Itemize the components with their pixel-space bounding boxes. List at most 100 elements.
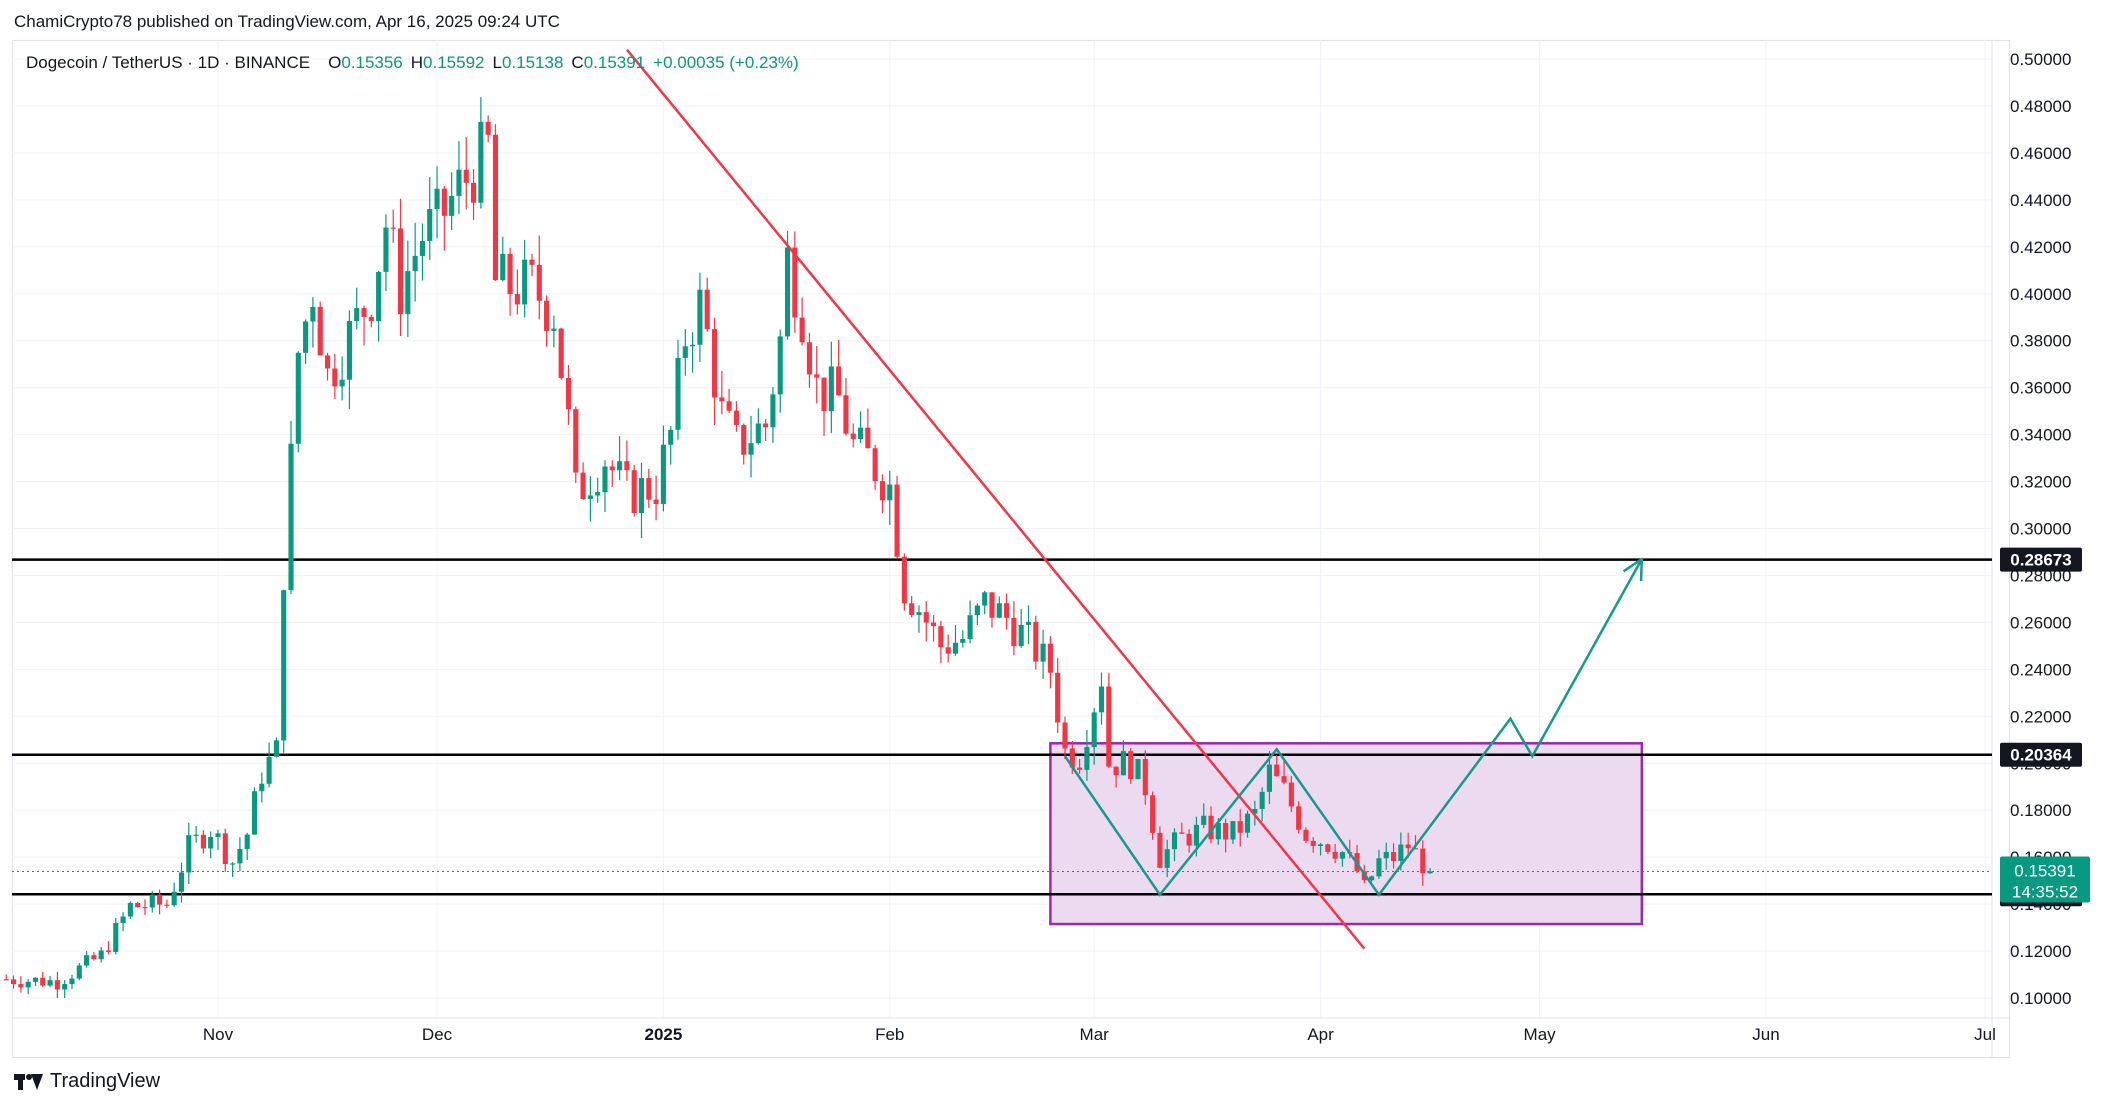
candle-body xyxy=(1412,848,1419,850)
candle-body xyxy=(310,306,316,322)
open-value: 0.15356 xyxy=(341,53,403,72)
candle-body xyxy=(230,863,236,865)
candle-body xyxy=(836,366,842,396)
candle-body xyxy=(602,466,608,493)
candle-body xyxy=(799,317,805,343)
candle-body xyxy=(1011,617,1017,647)
candle-body xyxy=(1274,764,1280,777)
x-tick-label: Apr xyxy=(1307,1025,1334,1044)
candle-body xyxy=(324,355,331,369)
candle-body xyxy=(1084,747,1090,770)
candle-body xyxy=(960,638,966,643)
candle-body xyxy=(697,289,703,345)
candle-body xyxy=(1391,851,1397,861)
candle-body xyxy=(54,980,60,990)
candle-body xyxy=(1091,712,1097,748)
candle-body xyxy=(25,981,31,988)
symbol-title[interactable]: Dogecoin / TetherUS · 1D · BINANCE xyxy=(26,53,311,72)
candle-body xyxy=(1128,751,1134,780)
candle-body xyxy=(478,121,484,203)
candle-body xyxy=(1215,822,1221,840)
y-tick-label: 0.36000 xyxy=(2010,379,2071,398)
x-tick-label: Jul xyxy=(1974,1025,1996,1044)
x-tick-label: May xyxy=(1524,1025,1557,1044)
candle-body xyxy=(1033,621,1039,662)
level-price-label: 0.28673 xyxy=(2010,551,2071,570)
candle-body xyxy=(1288,782,1294,807)
candle-body xyxy=(770,394,776,428)
candle-body xyxy=(332,368,338,387)
candle-body xyxy=(1237,821,1243,833)
candle-body xyxy=(814,374,820,378)
candle-body xyxy=(1420,848,1426,874)
candle-body xyxy=(456,169,462,196)
projection-arrowhead xyxy=(1622,557,1643,573)
candle-body xyxy=(587,495,593,499)
close-label: C xyxy=(571,53,584,72)
candle-body xyxy=(1398,844,1404,861)
y-tick-label: 0.38000 xyxy=(2010,332,2071,351)
y-tick-label: 0.44000 xyxy=(2010,191,2071,210)
candle-body xyxy=(763,423,769,428)
candle-body xyxy=(500,253,506,281)
candle-body xyxy=(1317,844,1324,847)
candle-body xyxy=(660,444,666,505)
candle-body xyxy=(149,894,155,908)
candle-body xyxy=(573,409,579,473)
candle-body xyxy=(171,891,177,906)
y-tick-label: 0.18000 xyxy=(2010,801,2071,820)
x-tick-label: 2025 xyxy=(644,1025,682,1044)
projection-path[interactable] xyxy=(1063,558,1643,897)
candle-body xyxy=(1004,603,1010,618)
candle-body xyxy=(354,308,360,322)
candle-body xyxy=(390,227,396,229)
candle-body xyxy=(733,410,739,425)
candle-body xyxy=(653,499,659,505)
candle-body xyxy=(748,443,754,455)
candle-body xyxy=(974,605,980,616)
high-value: 0.15592 xyxy=(423,53,485,72)
candle-body xyxy=(719,397,725,402)
tradingview-logo[interactable]: TradingView xyxy=(14,1070,160,1093)
candle-body xyxy=(872,448,878,482)
candle-body xyxy=(98,950,104,960)
y-tick-label: 0.46000 xyxy=(2010,144,2071,163)
candle-body xyxy=(1201,815,1207,825)
candle-body xyxy=(10,979,17,985)
candle-body xyxy=(412,255,418,272)
candle-body xyxy=(1062,722,1068,749)
candle-body xyxy=(865,427,871,449)
candle-body xyxy=(931,622,937,627)
candle-body xyxy=(982,592,988,606)
y-tick-label: 0.48000 xyxy=(2010,97,2071,116)
y-tick-label: 0.30000 xyxy=(2010,520,2071,539)
candle-body xyxy=(1025,621,1032,625)
candle-body xyxy=(120,916,126,923)
brand-name: TradingView xyxy=(50,1070,161,1092)
candle-body xyxy=(259,783,265,792)
candle-body xyxy=(397,228,404,315)
candle-body xyxy=(551,328,557,331)
y-tick-label: 0.34000 xyxy=(2010,426,2071,445)
candle-body xyxy=(427,209,433,241)
candle-body xyxy=(901,556,907,604)
candle-body xyxy=(222,833,228,865)
candle-body xyxy=(1186,833,1192,846)
candle-body xyxy=(281,590,287,741)
candle-body xyxy=(251,791,258,835)
close-value: 0.15391 xyxy=(583,53,646,72)
candle-body xyxy=(1259,791,1265,809)
y-tick-label: 0.26000 xyxy=(2010,613,2071,632)
candle-body xyxy=(675,357,681,430)
y-tick-label: 0.40000 xyxy=(2010,285,2071,304)
candle-body xyxy=(47,980,53,986)
descending-trendline[interactable] xyxy=(625,48,1366,950)
candle-body xyxy=(595,492,601,496)
candle-body xyxy=(471,182,477,203)
candle-body xyxy=(1018,624,1024,647)
candle-body xyxy=(40,977,46,986)
candle-body xyxy=(1113,766,1119,776)
candle-body xyxy=(967,615,973,639)
candle-body xyxy=(923,612,929,623)
